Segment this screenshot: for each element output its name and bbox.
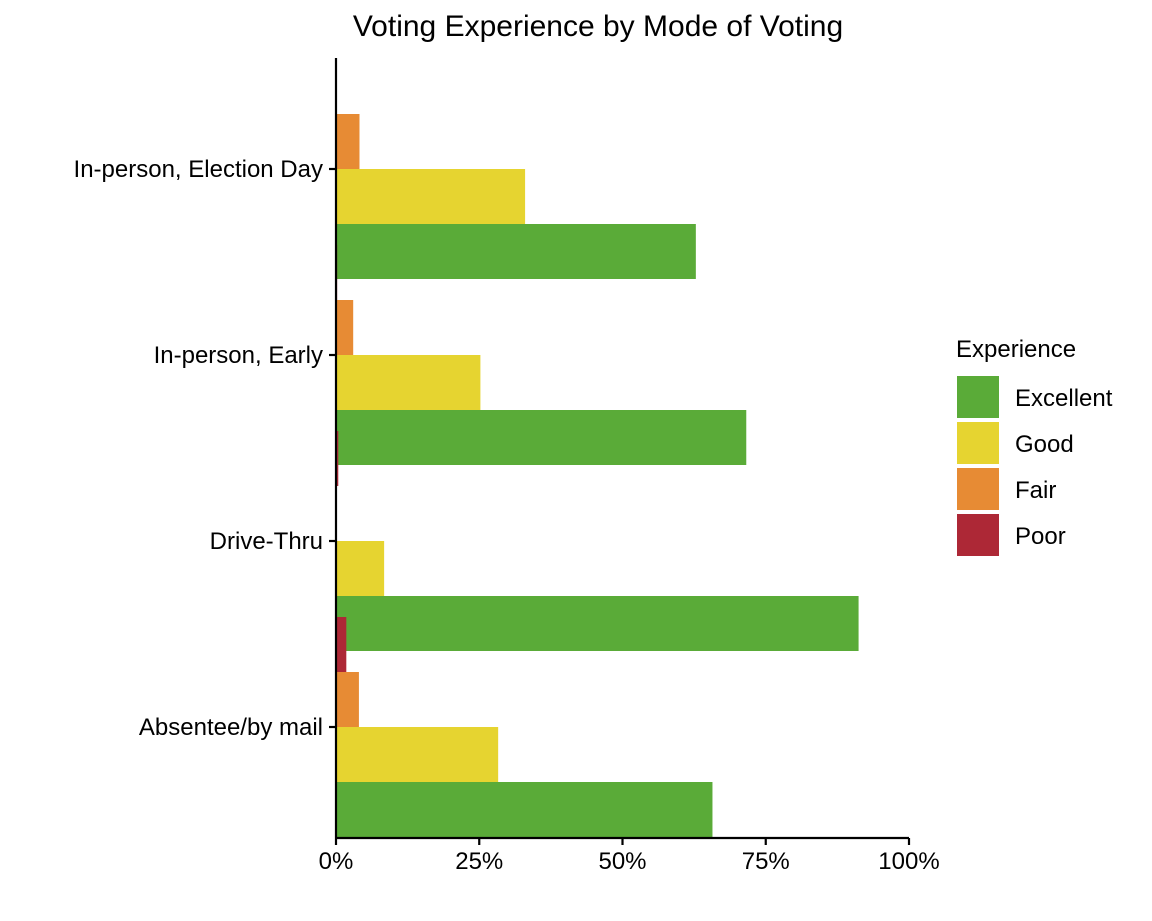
bar-good <box>336 727 499 782</box>
legend-label: Fair <box>1015 477 1056 504</box>
x-tick-label: 100% <box>878 848 939 875</box>
plot-area <box>336 59 859 837</box>
y-tick-label: In-person, Election Day <box>74 156 323 183</box>
bar-fair <box>336 114 360 169</box>
y-tick-label: Absentee/by mail <box>139 714 323 741</box>
legend-label: Poor <box>1015 523 1066 550</box>
legend-key-excellent <box>957 376 999 418</box>
bar-poor <box>336 617 347 672</box>
legend-key-good <box>957 422 999 464</box>
y-tick-label: In-person, Early <box>154 342 323 369</box>
x-tick-label: 50% <box>598 848 646 875</box>
y-axis: In-person, Election Day In-person, Early D… <box>74 156 336 741</box>
legend-label: Good <box>1015 431 1074 458</box>
chart-title: Voting Experience by Mode of Voting <box>353 10 843 43</box>
bar-fair <box>336 672 359 727</box>
y-tick-label: Drive-Thru <box>210 528 323 555</box>
bar-good <box>336 169 526 224</box>
legend-key-fair <box>957 468 999 510</box>
bar-excellent <box>336 596 859 651</box>
x-tick-label: 25% <box>455 848 503 875</box>
legend-key-poor <box>957 514 999 556</box>
x-tick-label: 75% <box>742 848 790 875</box>
x-axis: 0% 25% 50% 75% 100% <box>319 838 940 875</box>
x-tick-label: 0% <box>319 848 354 875</box>
bar-fair <box>336 300 354 355</box>
bar-good <box>336 355 481 410</box>
bar-excellent <box>336 782 713 837</box>
legend-title: Experience <box>956 336 1076 363</box>
bar-excellent <box>336 410 747 465</box>
bar-excellent <box>336 224 696 279</box>
bar-good <box>336 541 385 596</box>
legend-label: Excellent <box>1015 385 1113 412</box>
bar-poor <box>336 431 339 486</box>
legend: Experience Excellent Good Fair Poor <box>956 336 1113 556</box>
